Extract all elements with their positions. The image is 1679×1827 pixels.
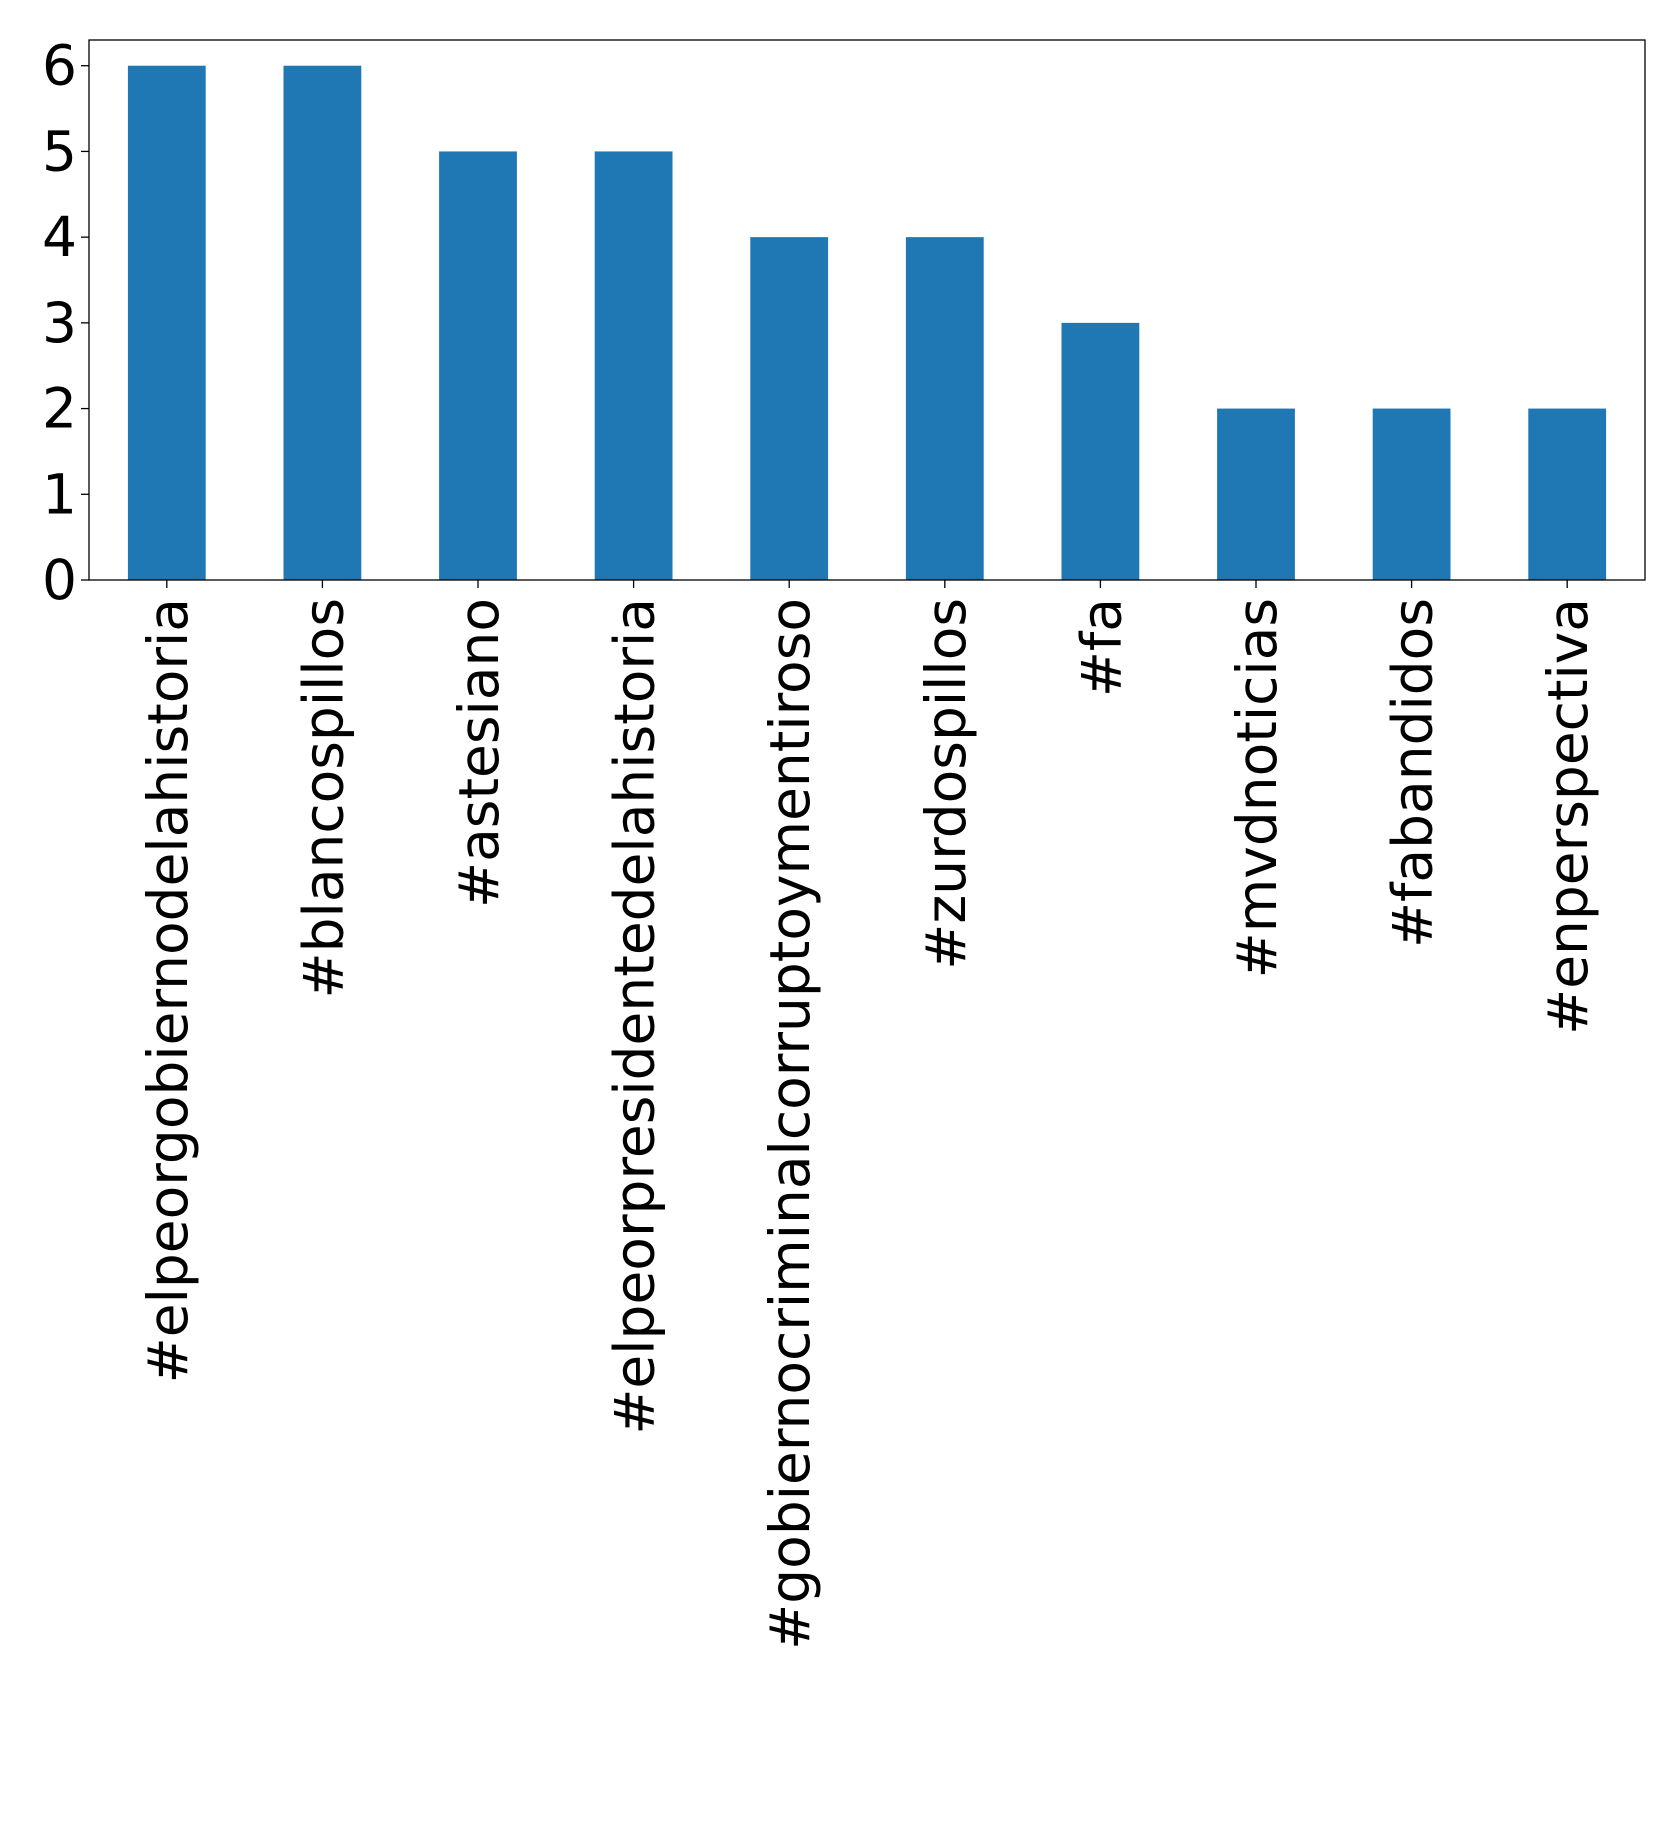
x-tick-label: #astesiano [447, 598, 511, 908]
y-tick-label: 5 [42, 119, 77, 183]
y-tick-label: 1 [42, 462, 77, 526]
bars-layer [127, 65, 1607, 580]
y-axis: 0 1 2 3 4 5 6 [42, 34, 89, 612]
y-tick-label: 3 [42, 291, 77, 355]
x-tick-label: #enperspectiva [1536, 598, 1600, 1035]
y-tick-label: 0 [42, 548, 77, 612]
x-tick-label: #gobiernocriminalcorruptoymentiroso [758, 598, 822, 1650]
x-tick-label: #zurdospillos [914, 598, 978, 970]
bar-1 [283, 65, 362, 580]
x-tick-label: #mvdnoticias [1225, 598, 1289, 978]
bar-0 [127, 65, 206, 580]
x-tick-label: #fabandidos [1381, 598, 1445, 948]
y-tick-label: 6 [42, 34, 77, 98]
bar-5 [905, 237, 984, 580]
bar-2 [439, 151, 517, 580]
x-tick-label: #elpeorgobiernodelahistoria [136, 598, 200, 1383]
bar-9 [1528, 408, 1607, 580]
x-tick-label: #fa [1069, 598, 1133, 697]
bar-7 [1217, 408, 1295, 580]
x-axis: #elpeorgobiernodelahistoria #blancospillo… [136, 580, 1600, 1650]
x-tick-label: #blancospillos [291, 598, 355, 998]
bar-8 [1372, 408, 1451, 580]
bar-3 [594, 151, 673, 580]
bar-6 [1061, 322, 1140, 580]
x-tick-label: #elpeorpresidentedelahistoria [603, 598, 667, 1435]
y-tick-label: 2 [42, 377, 77, 441]
bar-4 [750, 237, 829, 580]
plot-frame [88, 39, 1646, 581]
y-tick-label: 4 [42, 205, 77, 269]
